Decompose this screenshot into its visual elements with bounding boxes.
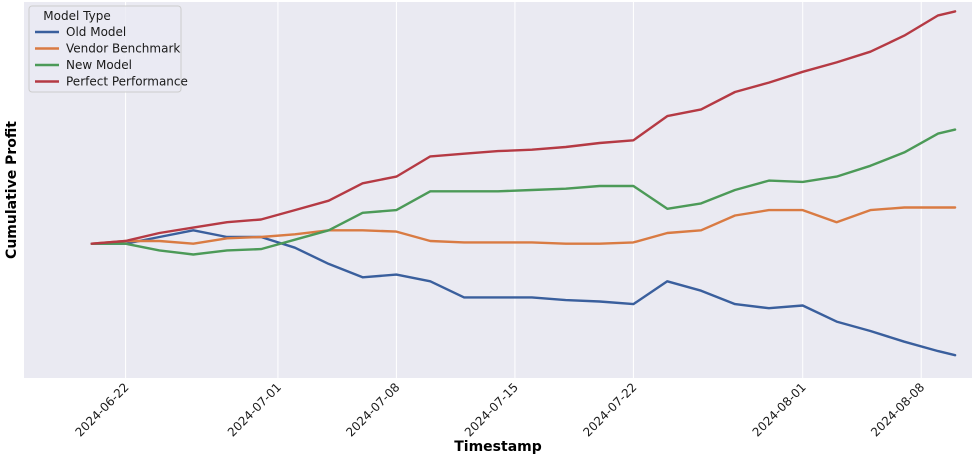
legend-box — [28, 5, 182, 93]
legend-label: New Model — [66, 58, 132, 72]
series-line — [90, 128, 957, 256]
legend-label: Vendor Benchmark — [66, 42, 180, 56]
plot-area — [24, 2, 972, 378]
x-axis-label: Timestamp — [454, 439, 542, 455]
legend-items: Old Model Vendor Benchmark New Model Perfec… — [35, 25, 188, 89]
legend: Model Type Old Model Vendor Benchmark New … — [28, 5, 188, 93]
legend-label: Perfect Performance — [66, 75, 188, 89]
series-line — [90, 206, 957, 245]
legend-label: Old Model — [66, 25, 126, 39]
series-line — [90, 10, 957, 245]
legend-title: Model Type — [43, 9, 110, 23]
series-lines — [90, 10, 957, 357]
y-axis-label: Cumulative Profit — [4, 121, 20, 259]
